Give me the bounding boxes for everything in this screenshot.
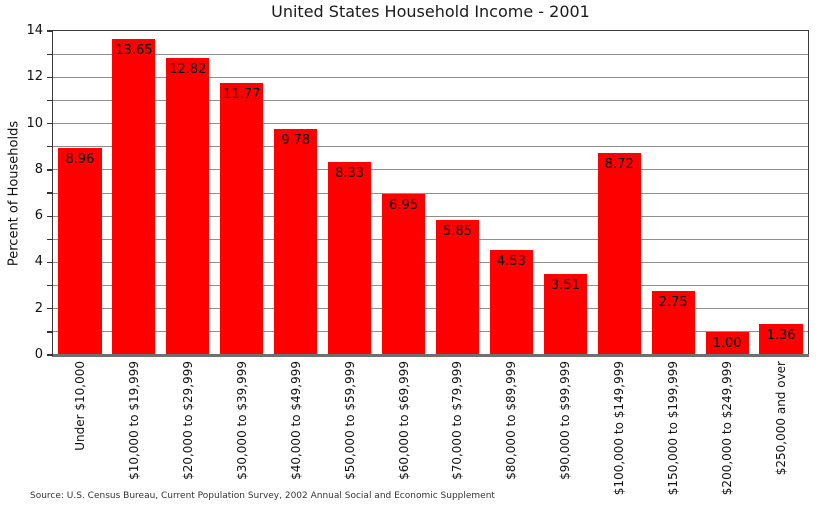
y-tick-mark (47, 99, 53, 102)
x-tick-label: Under $10,000 (72, 361, 87, 451)
y-tick-label: 8 (34, 161, 43, 177)
bar-value-label: 12.82 (169, 62, 207, 78)
chart-title: United States Household Income - 2001 (271, 2, 590, 21)
y-tick-mark (47, 53, 53, 55)
gridline (53, 285, 808, 287)
y-tick-label: 12 (26, 69, 43, 85)
gridline (53, 169, 808, 171)
bar-value-label: 1.00 (712, 335, 742, 351)
y-tick-mark (47, 354, 53, 356)
gridline (53, 99, 808, 101)
x-tick-label: $40,000 to $49,999 (288, 361, 303, 480)
bar-value-label: 1.36 (766, 327, 796, 343)
y-axis-label: Percent of Households (6, 120, 22, 267)
bar-value-label: 6.95 (389, 198, 418, 214)
bar: 5.85 (435, 219, 480, 355)
x-tick-label: $100,000 to $149,999 (612, 361, 627, 496)
bar: 8.72 (597, 153, 641, 355)
gridline (53, 261, 808, 263)
y-tick-label: 0 (34, 347, 43, 362)
x-axis-line (52, 354, 809, 357)
x-tick-label: $90,000 to $99,999 (558, 361, 573, 480)
x-tick-label: $200,000 to $249,999 (720, 361, 735, 496)
y-tick-mark (47, 169, 53, 171)
y-tick-mark (47, 238, 53, 240)
x-tick-label: $250,000 and over (774, 361, 789, 476)
bar-value-label: 4.53 (496, 254, 526, 270)
bar: 8.33 (328, 162, 372, 355)
bar-value-label: 3.51 (550, 277, 580, 293)
y-tick-label: 2 (34, 300, 43, 316)
y-tick-mark (47, 122, 53, 125)
bar: 9.78 (274, 128, 318, 355)
y-tick-label: 6 (34, 208, 43, 224)
gridline (53, 238, 808, 240)
bar: 11.77 (220, 82, 264, 355)
y-tick-mark (47, 192, 53, 194)
x-tick-label: $10,000 to $19,999 (126, 361, 141, 480)
x-tick-label: $80,000 to $89,999 (504, 361, 519, 480)
y-tick-label: 4 (34, 254, 43, 270)
gridline (53, 53, 808, 55)
x-tick-label: $150,000 to $199,999 (666, 361, 681, 496)
bar: 1.36 (759, 323, 803, 355)
bar: 4.53 (489, 250, 533, 355)
y-tick-mark (47, 261, 53, 264)
bar: 8.96 (58, 147, 102, 355)
bar-value-label: 8.33 (335, 166, 365, 182)
x-tick-label: $70,000 to $79,999 (450, 361, 465, 480)
gridline (53, 215, 808, 217)
y-tick-mark (47, 215, 53, 217)
bar: 1.00 (705, 331, 749, 355)
y-tick-mark (47, 30, 53, 32)
gridline (53, 76, 808, 78)
bar: 6.95 (381, 194, 426, 355)
y-tick-mark (47, 76, 53, 78)
source-note: Source: U.S. Census Bureau, Current Popu… (30, 491, 495, 501)
gridline (53, 192, 808, 194)
y-tick-mark (47, 284, 53, 287)
y-tick-label: 14 (26, 23, 43, 38)
bar: 12.82 (166, 58, 210, 355)
x-tick-label: $60,000 to $69,999 (396, 361, 411, 480)
gridline (53, 331, 808, 333)
gridline (53, 308, 808, 310)
y-tick-mark (47, 308, 53, 310)
x-tick-label: $30,000 to $39,999 (234, 361, 249, 480)
gridline (53, 146, 808, 148)
y-tick-label: 10 (26, 115, 43, 131)
bar-value-label: 2.75 (658, 295, 688, 311)
bar: 13.65 (112, 39, 156, 355)
bar: 3.51 (543, 273, 587, 355)
bar-value-label: 8.72 (604, 157, 634, 173)
plot-area: 8.96 13.65 12.82 11.77 9.78 8.33 6.95 5.85 4.53 3… (53, 31, 808, 355)
gridline (53, 123, 808, 125)
bar-value-label: 9.78 (281, 132, 311, 148)
x-tick-label: $20,000 to $29,999 (180, 361, 195, 480)
bar-value-label: 13.65 (115, 43, 153, 59)
bar: 2.75 (651, 291, 695, 355)
y-tick-mark (47, 331, 53, 333)
bar-value-label: 8.96 (65, 151, 95, 167)
y-tick-mark (47, 146, 53, 148)
bar-value-label: 11.77 (223, 86, 261, 102)
x-tick-label: $50,000 to $59,999 (342, 361, 357, 480)
bar-value-label: 5.85 (442, 223, 472, 239)
